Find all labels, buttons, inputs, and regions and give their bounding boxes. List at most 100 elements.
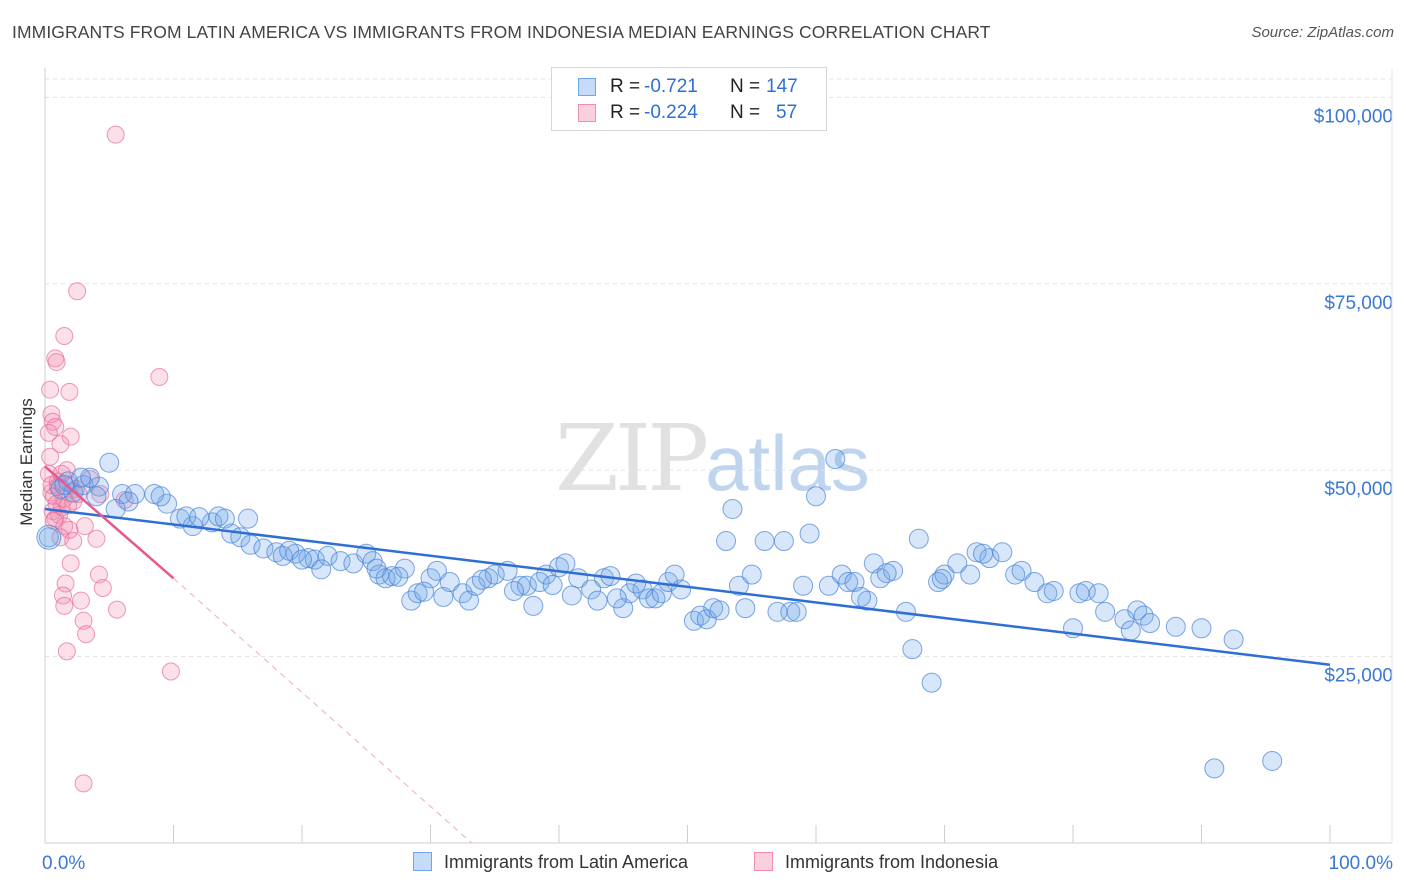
indonesia-point [41,380,60,399]
indonesia-trendline-extension [173,577,473,844]
legend-swatch-pink [578,104,596,122]
latin-america-point [484,564,505,585]
latin-america-point [70,467,91,488]
latin-america-point [504,580,525,601]
indonesia-point [68,282,87,301]
latin-america-point [272,545,293,566]
latin-america-point [960,564,981,585]
latin-america-point [683,610,704,631]
latin-america-point [606,588,627,609]
indonesia-point [74,611,93,630]
indonesia-point [51,435,70,454]
watermark: ZIPatlas [555,405,870,512]
indonesia-point [75,517,94,536]
correlation-legend: R = -0.721 N = 147 R = -0.224 N = 57 [551,67,827,131]
latin-america-point [238,508,259,529]
latin-america-point [754,531,775,552]
latin-america-point [1204,758,1225,779]
chart-title: IMMIGRANTS FROM LATIN AMERICA VS IMMIGRA… [12,22,991,42]
legend-n-value: 147 [766,76,798,97]
latin-america-point [150,486,171,507]
latin-america-point [786,601,807,622]
indonesia-point [61,554,80,573]
indonesia-point [107,600,126,619]
legend-item-indonesia[interactable]: Immigrants from Indonesia [754,852,998,873]
watermark-atlas: atlas [705,419,870,507]
latin-america-point [581,579,602,600]
indonesia-point [161,662,180,681]
latin-america-trendline [44,507,1331,667]
latin-america-point [478,568,499,589]
legend-label: Immigrants from Indonesia [785,852,999,872]
legend-n-value: 57 [776,102,798,123]
latin-america-point [516,575,537,596]
latin-america-point [58,471,79,492]
indonesia-point [56,574,75,593]
latin-america-point [214,508,235,529]
indonesia-point [91,485,110,504]
latin-america-point [793,575,814,596]
latin-america-point [876,563,897,584]
latin-america-point [709,600,730,621]
latin-america-point [638,588,659,609]
x-tick-label-max: 100.0% [1329,853,1394,874]
latin-america-point [465,575,486,596]
indonesia-point [39,423,58,442]
latin-america-point [690,605,711,626]
indonesia-point [64,532,83,551]
latin-america-point [1223,629,1244,650]
indonesia-point [47,353,66,372]
indonesia-point [77,625,96,644]
indonesia-point [61,427,80,446]
legend-label: Immigrants from Latin America [444,852,689,872]
latin-america-point [439,572,460,593]
latin-america-point [426,560,447,581]
latin-america-point [735,598,756,619]
latin-america-point [1024,572,1045,593]
indonesia-point [106,125,125,144]
legend-row-indonesia: R = -0.224 N = 57 [552,102,826,128]
latin-america-point [722,498,743,519]
legend-item-latin-america[interactable]: Immigrants from Latin America [413,852,688,873]
legend-row-latin-america: R = -0.721 N = 147 [552,76,826,102]
indonesia-point [41,447,60,466]
latin-america-point [671,579,692,600]
legend-swatch-blue [413,852,432,871]
indonesia-trendline [44,465,175,580]
legend-n-label: N = [730,76,761,97]
latin-america-point [645,588,666,609]
indonesia-point [60,382,79,401]
latin-america-point [1043,580,1064,601]
latin-america-point [716,531,737,552]
latin-america-point [1095,601,1116,622]
latin-america-point [38,527,59,548]
series-legend: Immigrants from Latin America Immigrants… [0,852,1406,878]
latin-america-point [510,575,531,596]
y-tick-label: $50,000 [1324,479,1393,500]
latin-america-point [825,449,846,469]
latin-america-point [88,476,109,497]
indonesia-point [55,326,74,345]
latin-america-point [561,585,582,606]
latin-america-point [613,598,634,619]
indonesia-point [74,774,93,793]
latin-america-point [1262,750,1283,771]
legend-r-label: R = [610,76,641,97]
latin-america-point [317,545,338,566]
y-tick-label: $75,000 [1324,293,1393,314]
latin-america-point [118,491,139,512]
latin-america-point [728,575,749,596]
legend-r-label: R = [610,102,641,123]
latin-america-point [240,534,261,555]
latin-america-point [414,581,435,602]
latin-america-point [1140,613,1161,634]
latin-america-point [908,528,929,549]
watermark-zip: ZIP [555,405,709,512]
latin-america-point [780,601,801,622]
indonesia-point [71,591,90,610]
indonesia-point [150,367,169,386]
latin-america-point [799,523,820,544]
indonesia-point [57,642,76,661]
latin-america-point [523,595,544,616]
legend-swatch-pink [754,852,773,871]
